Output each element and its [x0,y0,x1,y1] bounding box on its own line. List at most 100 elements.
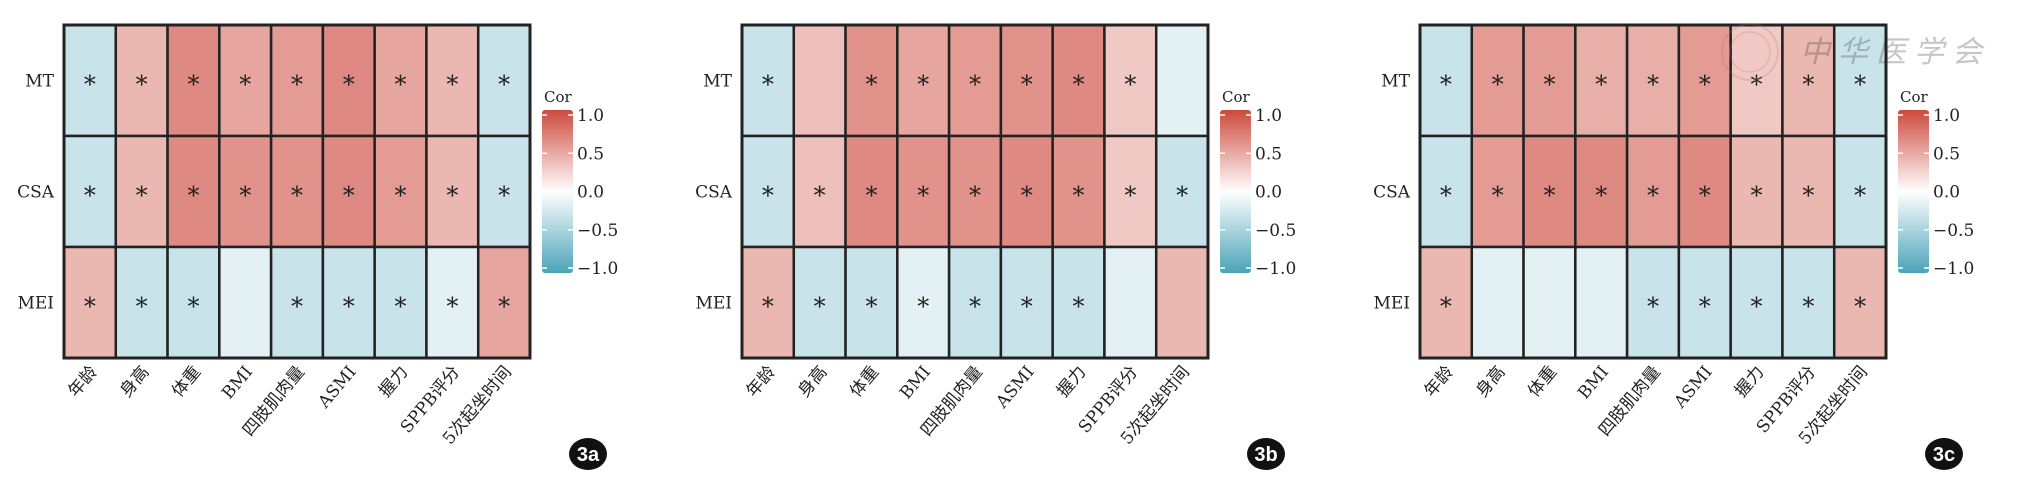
heatmap-cell [166,134,221,249]
heatmap-cell [166,245,221,360]
significance-marker: * [1595,71,1607,99]
significance-marker: * [969,182,981,210]
heatmap-border [1418,23,1888,360]
significance-marker: * [446,182,458,210]
significance-marker: * [1124,71,1136,99]
column-label: ASMI [992,362,1039,412]
significance-marker: * [291,71,303,99]
colorbar-tick-label: −0.5 [1933,221,1974,241]
heatmap-panel-3a: MT * * * * * * * * * CSA * * * * * * * * * MEI * * * * * * * * 年龄 身高 体重… [17,23,618,470]
column-label: BMI [1574,362,1613,403]
row-label: MT [1381,72,1410,92]
column-label: 握力 [1731,362,1768,401]
significance-marker: * [291,182,303,210]
legend-title: Cor [1222,88,1251,106]
column-label: 握力 [1053,362,1090,401]
significance-marker: * [917,293,929,321]
colorbar-tick-label: 0.5 [577,144,604,164]
heatmap-cell [1832,23,1888,138]
column-label: 体重 [846,362,883,401]
significance-marker: * [187,293,199,321]
colorbar-tick-label: 1.0 [1933,106,1960,126]
watermark-seal-inner [1729,31,1771,73]
heatmap-cell [425,134,480,249]
significance-marker: * [1647,71,1659,99]
significance-marker: * [1699,182,1711,210]
significance-marker: * [1802,293,1814,321]
colorbar-tick-label: −0.5 [1255,221,1296,241]
significance-marker: * [1492,71,1504,99]
heatmap-cell [1677,23,1732,138]
heatmap-panel-3b: MT * * * * * * * CSA * * * * * * * * * MEI * * * * * * * 年龄 身高 体重 BMI… [695,23,1296,470]
significance-marker: * [917,182,929,210]
heatmap-cell [1470,23,1525,138]
significance-marker: * [446,293,458,321]
significance-marker: * [865,293,877,321]
significance-marker: * [84,182,96,210]
heatmap-cell [321,23,376,138]
panel-badge [1247,438,1285,470]
significance-marker: * [865,182,877,210]
significance-marker: * [498,71,510,99]
panel-badge [569,438,607,470]
row-label: CSA [695,183,733,203]
significance-marker: * [187,71,199,99]
colorbar-tick-label: 0.5 [1933,144,1960,164]
significance-marker: * [814,293,826,321]
significance-marker: * [84,71,96,99]
significance-marker: * [1073,71,1085,99]
significance-marker: * [395,182,407,210]
legend-title: Cor [544,88,573,106]
significance-marker: * [343,293,355,321]
row-label: MEI [695,294,732,314]
significance-marker: * [1440,293,1452,321]
significance-marker: * [917,71,929,99]
significance-marker: * [498,182,510,210]
heatmap-cell [1781,23,1836,138]
significance-marker: * [136,182,148,210]
significance-marker: * [1699,293,1711,321]
significance-marker: * [1073,182,1085,210]
significance-marker: * [1699,71,1711,99]
colorbar [542,110,573,273]
colorbar-tick-label: −0.5 [577,221,618,241]
significance-marker: * [814,182,826,210]
heatmap-cell [269,245,325,360]
significance-marker: * [1647,182,1659,210]
significance-marker: * [239,182,251,210]
significance-marker: * [498,293,510,321]
heatmap-cell [1522,245,1577,360]
significance-marker: * [395,71,407,99]
significance-marker: * [1021,293,1033,321]
significance-marker: * [762,293,774,321]
column-label: 年龄 [743,362,780,401]
significance-marker: * [291,293,303,321]
colorbar-tick-label: −1.0 [577,259,618,279]
significance-marker: * [187,182,199,210]
significance-marker: * [1854,182,1866,210]
column-label: 握力 [375,362,412,401]
significance-marker: * [1073,293,1085,321]
significance-marker: * [395,293,407,321]
heatmap-cell [792,23,847,138]
heatmap-cell [844,134,899,249]
heatmap-cell [1154,23,1210,138]
column-label: 体重 [1524,362,1561,401]
heatmap-cell [1103,134,1158,249]
significance-marker: * [1854,71,1866,99]
column-label: 年龄 [1421,362,1458,401]
significance-marker: * [1021,182,1033,210]
heatmap-cell [999,134,1054,249]
significance-marker: * [969,293,981,321]
row-label: CSA [1373,183,1411,203]
watermark-seal-icon [1721,23,1779,81]
significance-marker: * [1543,182,1555,210]
heatmap-cell [1154,245,1210,360]
watermark: 中华医学会 [1721,23,1982,81]
heatmap-cell [1832,245,1888,360]
panel-badge [1925,438,1963,470]
heatmap-cell [1418,23,1474,138]
row-label: MEI [17,294,54,314]
heatmap-cell [1103,23,1158,138]
column-label: 年龄 [65,362,102,401]
